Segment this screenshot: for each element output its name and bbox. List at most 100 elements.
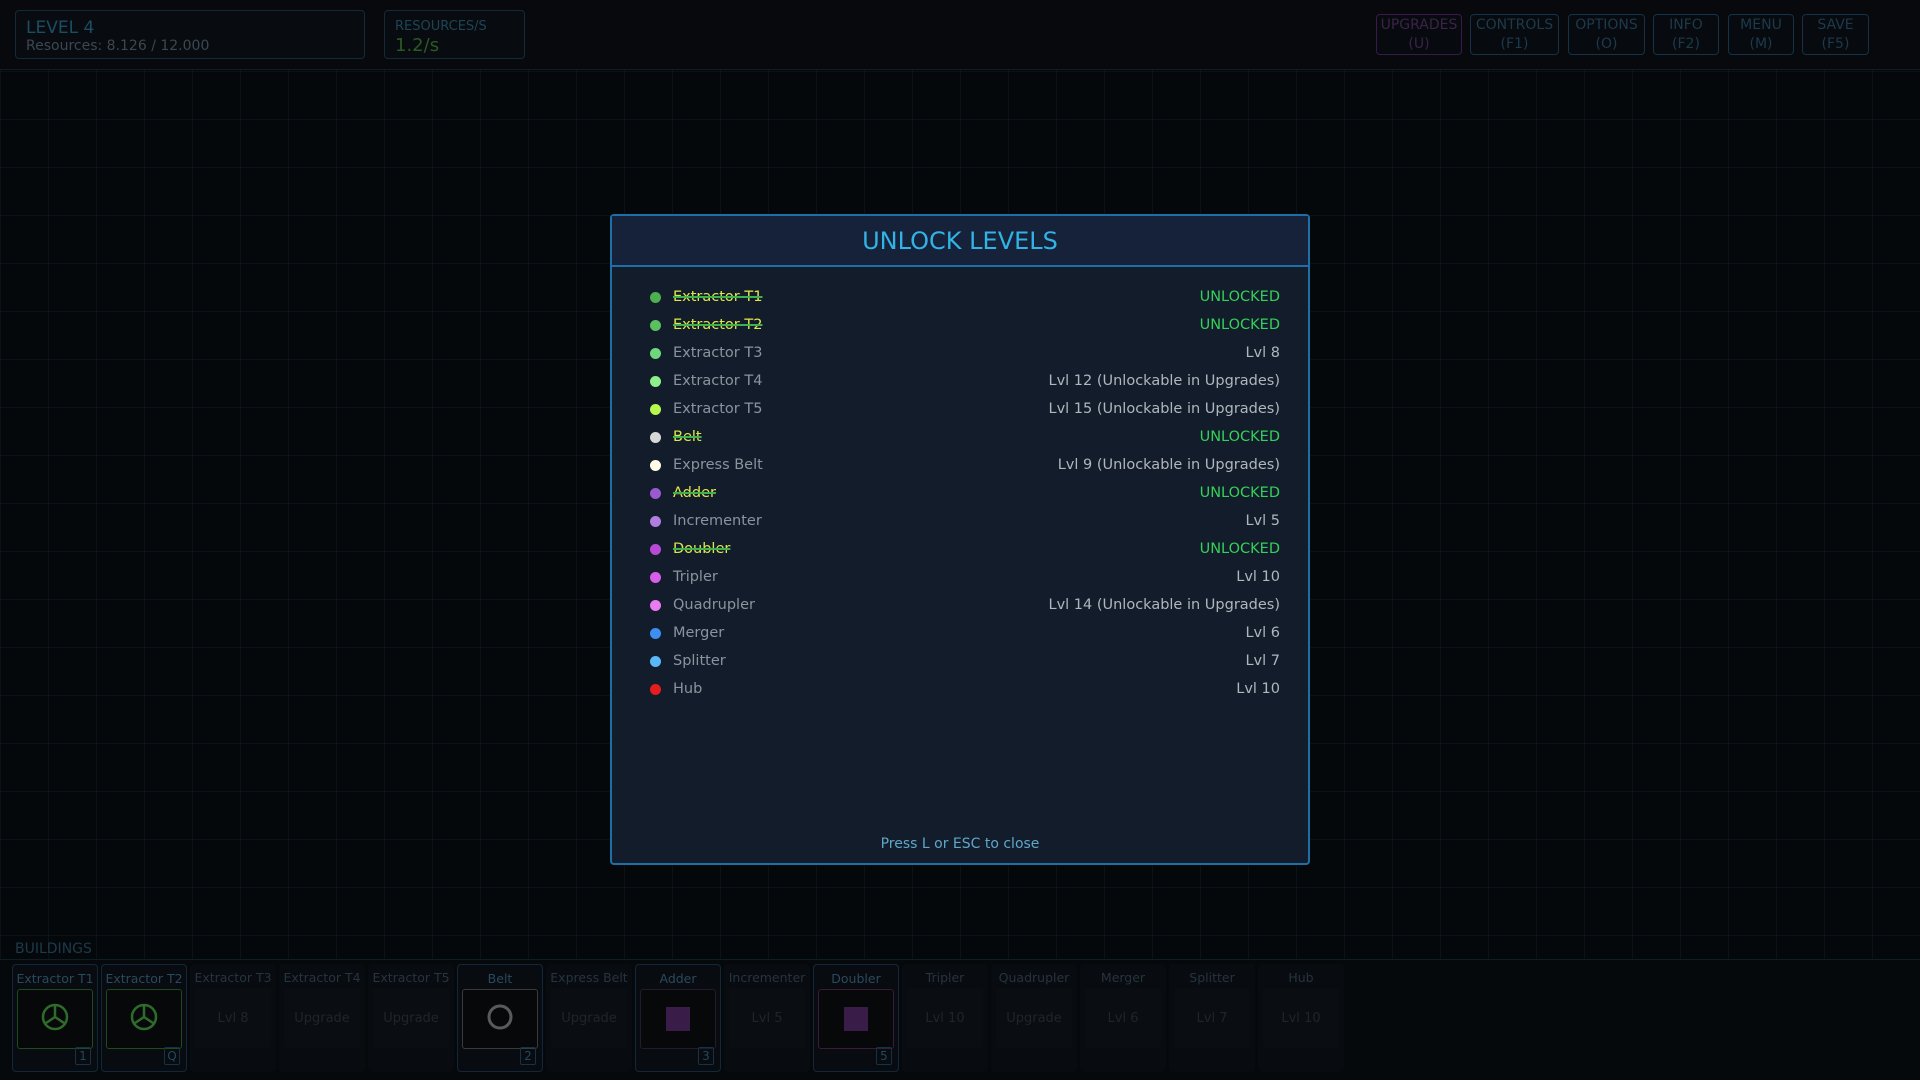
- lock-requirement: Lvl 8: [217, 1010, 249, 1026]
- button-shortcut: (U): [1408, 36, 1430, 52]
- building-color-dot-icon: [650, 319, 661, 331]
- unlock-status: Lvl 14 (Unlockable in Upgrades): [1048, 597, 1280, 613]
- building-name: Tripler: [673, 569, 718, 585]
- unlock-row: Doubler UNLOCKED: [650, 535, 1280, 563]
- lock-requirement: Lvl 10: [925, 1010, 965, 1026]
- hotkey-badge: Q: [164, 1047, 180, 1065]
- building-name: Express Belt: [550, 970, 628, 985]
- unlock-row: Extractor T3 Lvl 8: [650, 339, 1280, 367]
- building-card-express-belt[interactable]: Express Belt Upgrade: [546, 964, 632, 1072]
- building-card-doubler[interactable]: Doubler 5: [813, 964, 899, 1072]
- building-preview: [462, 989, 538, 1049]
- buildings-label: BUILDINGS: [15, 941, 92, 957]
- lock-requirement: Lvl 7: [1196, 1010, 1228, 1026]
- building-name: Extractor T5: [673, 401, 763, 417]
- button-shortcut: (M): [1749, 36, 1773, 52]
- square-icon: [666, 1007, 690, 1031]
- rate-panel: RESOURCES/S 1.2/s: [384, 10, 525, 59]
- building-preview: [818, 989, 894, 1049]
- building-color-dot-icon: [650, 459, 661, 471]
- controls-button[interactable]: CONTROLS (F1): [1470, 14, 1559, 55]
- unlock-status: UNLOCKED: [1199, 541, 1280, 557]
- building-preview: Upgrade: [551, 988, 627, 1048]
- unlock-status: Lvl 15 (Unlockable in Upgrades): [1048, 401, 1280, 417]
- building-preview: Lvl 5: [729, 988, 805, 1048]
- hotkey-badge: 5: [876, 1047, 892, 1065]
- button-label: SAVE: [1817, 17, 1854, 33]
- rate-value: 1.2/s: [395, 35, 440, 56]
- hotkey-badge: 2: [520, 1047, 536, 1065]
- building-name: Splitter: [673, 653, 726, 669]
- unlock-status: Lvl 5: [1245, 513, 1280, 529]
- building-preview: [17, 989, 93, 1049]
- upgrades-button[interactable]: UPGRADES (U): [1376, 14, 1462, 55]
- unlock-levels-modal: UNLOCK LEVELS Extractor T1 UNLOCKED Extrac…: [610, 214, 1310, 865]
- unlock-row: Hub Lvl 10: [650, 675, 1280, 703]
- modal-close-hint: Press L or ESC to close: [880, 836, 1040, 852]
- building-name: Quadrupler: [998, 970, 1070, 985]
- buildings-list: Extractor T1 1 Extractor T2 Q Extractor T3 Lv…: [12, 964, 1344, 1072]
- building-color-dot-icon: [650, 291, 661, 303]
- button-shortcut: (F1): [1500, 36, 1529, 52]
- building-card-hub[interactable]: Hub Lvl 10: [1258, 964, 1344, 1072]
- unlock-row: Quadrupler Lvl 14 (Unlockable in Upgrades…: [650, 591, 1280, 619]
- building-name: Express Belt: [673, 457, 763, 473]
- button-label: UPGRADES: [1380, 17, 1458, 33]
- lock-requirement: Lvl 10: [1281, 1010, 1321, 1026]
- building-card-belt[interactable]: Belt 2: [457, 964, 543, 1072]
- unlock-row: Extractor T4 Lvl 12 (Unlockable in Upgrad…: [650, 367, 1280, 395]
- button-shortcut: (O): [1595, 36, 1618, 52]
- building-name: Extractor T5: [372, 970, 450, 985]
- unlock-status: Lvl 8: [1245, 345, 1280, 361]
- building-name: Hub: [673, 681, 703, 697]
- unlock-status: Lvl 12 (Unlockable in Upgrades): [1048, 373, 1280, 389]
- building-card-adder[interactable]: Adder 3: [635, 964, 721, 1072]
- level-label: LEVEL 4: [26, 18, 95, 38]
- building-name: Extractor T4: [673, 373, 763, 389]
- building-color-dot-icon: [650, 571, 661, 583]
- unlock-status: UNLOCKED: [1199, 485, 1280, 501]
- hotkey-badge: 1: [75, 1047, 91, 1065]
- building-name: Splitter: [1189, 970, 1235, 985]
- building-color-dot-icon: [650, 627, 661, 639]
- square-icon: [844, 1007, 868, 1031]
- building-card-quadrupler[interactable]: Quadrupler Upgrade: [991, 964, 1077, 1072]
- button-shortcut: (F2): [1672, 36, 1700, 52]
- unlock-status: Lvl 7: [1245, 653, 1280, 669]
- building-color-dot-icon: [650, 655, 661, 667]
- unlock-row: Merger Lvl 6: [650, 619, 1280, 647]
- building-card-incrementer[interactable]: Incrementer Lvl 5: [724, 964, 810, 1072]
- hotkey-badge: 3: [698, 1047, 714, 1065]
- building-name: Extractor T3: [673, 345, 763, 361]
- unlock-status: UNLOCKED: [1199, 289, 1280, 305]
- button-shortcut: (F5): [1821, 36, 1850, 52]
- building-name: Extractor T1: [16, 971, 94, 986]
- building-card-tripler[interactable]: Tripler Lvl 10: [902, 964, 988, 1072]
- building-name: Adder: [659, 971, 697, 986]
- building-card-extractor-t4[interactable]: Extractor T4 Upgrade: [279, 964, 365, 1072]
- building-card-splitter[interactable]: Splitter Lvl 7: [1169, 964, 1255, 1072]
- building-card-extractor-t2[interactable]: Extractor T2 Q: [101, 964, 187, 1072]
- modal-title: UNLOCK LEVELS: [612, 216, 1308, 267]
- building-color-dot-icon: [650, 375, 661, 387]
- building-card-merger[interactable]: Merger Lvl 6: [1080, 964, 1166, 1072]
- building-card-extractor-t1[interactable]: Extractor T1 1: [12, 964, 98, 1072]
- building-name: Quadrupler: [673, 597, 755, 613]
- button-label: OPTIONS: [1575, 17, 1638, 33]
- level-panel: LEVEL 4 Resources: 8.126 / 12.000: [15, 10, 365, 59]
- unlock-row: Extractor T2 UNLOCKED: [650, 311, 1280, 339]
- building-color-dot-icon: [650, 403, 661, 415]
- button-label: CONTROLS: [1475, 17, 1554, 33]
- extractor-icon: [40, 1002, 70, 1036]
- building-card-extractor-t5[interactable]: Extractor T5 Upgrade: [368, 964, 454, 1072]
- unlock-row: Extractor T1 UNLOCKED: [650, 283, 1280, 311]
- unlock-row: Splitter Lvl 7: [650, 647, 1280, 675]
- button-label: INFO: [1669, 17, 1703, 33]
- info-button[interactable]: INFO (F2): [1653, 14, 1719, 55]
- menu-button[interactable]: MENU (M): [1728, 14, 1794, 55]
- options-button[interactable]: OPTIONS (O): [1568, 14, 1645, 55]
- building-name: Extractor T2: [105, 971, 183, 986]
- building-name: Doubler: [673, 541, 731, 557]
- building-card-extractor-t3[interactable]: Extractor T3 Lvl 8: [190, 964, 276, 1072]
- save-button[interactable]: SAVE (F5): [1802, 14, 1869, 55]
